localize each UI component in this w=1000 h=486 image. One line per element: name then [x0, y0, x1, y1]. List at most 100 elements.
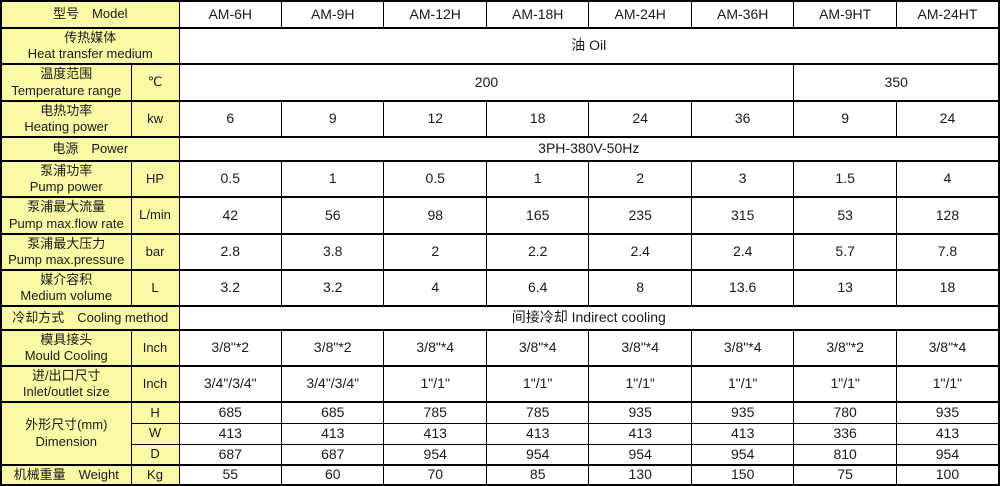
label-zh: 媒介容积: [40, 271, 93, 287]
value-cell: 53: [793, 196, 897, 235]
value-cell: 70: [383, 464, 487, 486]
value-cell: 128: [895, 196, 1000, 235]
value-cell: 3/4"/3/4": [178, 365, 283, 403]
unit-w: W: [130, 422, 180, 445]
label-en: Temperature range: [11, 82, 122, 98]
model-header-am-18h: AM-18H: [485, 0, 590, 29]
value-cell: 3/8"*4: [588, 329, 692, 367]
label-en: Medium volume: [20, 288, 113, 303]
value-cell: 3/8"*4: [895, 329, 1000, 367]
value-cell: 13: [793, 269, 897, 307]
value-cell: 3.2: [178, 269, 283, 307]
row-label-cooling-method: 冷却方式 Cooling method: [0, 305, 180, 331]
row-heat-medium: 传热媒体 Heat transfer medium 油 Oil: [0, 27, 1000, 65]
value-cell: 9: [793, 100, 897, 138]
value-cell: 685: [178, 401, 283, 424]
label-en: Dimension: [35, 433, 97, 449]
value-cell: 785: [485, 401, 590, 424]
row-label-temp-range: 温度范围 Temperature range: [0, 63, 132, 102]
value-cell: 6.4: [485, 269, 590, 307]
value-cell: 75: [793, 464, 897, 486]
row-inlet-outlet: 进/出口尺寸 Inlet/outlet size Inch 3/4"/3/4" …: [0, 365, 1000, 403]
label-en: Heat transfer medium: [27, 46, 153, 61]
row-label-heat-medium: 传热媒体 Heat transfer medium: [0, 27, 180, 65]
value-cell: 1"/1": [485, 365, 590, 403]
value-cell: 12: [383, 100, 487, 138]
value-cell: 4: [895, 160, 1000, 198]
row-label-pump-max-pressure: 泵浦最大压力 Pump max.pressure: [0, 233, 132, 271]
row-heating-power: 电热功率 Heating power kw 6 9 12 18 24 36 9 …: [0, 100, 1000, 138]
label-zh: 泵浦功率: [40, 162, 93, 178]
value-cell: 3/8"*2: [793, 329, 897, 367]
label-zh: 电热功率: [40, 102, 93, 118]
value-cell: 687: [280, 443, 385, 466]
unit-l-min: L/min: [130, 196, 180, 235]
value-cell: 1: [485, 160, 590, 198]
unit-h: H: [130, 401, 180, 424]
value-cell: 6: [178, 100, 283, 138]
value-cell: 1"/1": [793, 365, 897, 403]
value-cell: 18: [895, 269, 1000, 307]
value-cell: 413: [485, 422, 590, 445]
value-cell: 3/8"*2: [280, 329, 385, 367]
value-cell: 413: [690, 422, 795, 445]
value-cell: 3/4"/3/4": [280, 365, 385, 403]
row-temp-range: 温度范围 Temperature range ℃ 200 350: [0, 63, 1000, 102]
value-cell: 2.4: [690, 233, 795, 271]
model-header-am-24ht: AM-24HT: [895, 0, 1000, 29]
row-label-medium-volume: 媒介容积 Medium volume: [0, 269, 132, 307]
value-cell: 954: [485, 443, 590, 466]
unit-d: D: [130, 443, 180, 466]
label-zh: 模具接头: [40, 331, 93, 347]
row-label-power-supply: 电源 Power: [0, 136, 180, 162]
value-power-supply: 3PH-380V-50Hz: [178, 136, 1000, 162]
value-cell: 687: [178, 443, 283, 466]
label-en: Inlet/outlet size: [22, 384, 110, 399]
value-cell: 3/8"*2: [178, 329, 283, 367]
label-zh: 传热媒体: [64, 29, 117, 45]
value-cell: 413: [178, 422, 283, 445]
label-zh: 外形尺寸(mm): [25, 417, 108, 433]
value-cell: 1"/1": [690, 365, 795, 403]
value-cell: 3.2: [280, 269, 385, 307]
value-cell: 56: [280, 196, 385, 235]
value-cell: 98: [383, 196, 487, 235]
value-cell: 4: [383, 269, 487, 307]
value-cell: 336: [793, 422, 897, 445]
value-cell: 1"/1": [383, 365, 487, 403]
label-en: Pump power: [29, 179, 103, 194]
model-header-am-9h: AM-9H: [280, 0, 385, 29]
value-temp-high: 350: [793, 63, 1000, 102]
value-cell: 3/8"*4: [690, 329, 795, 367]
value-cell: 685: [280, 401, 385, 424]
unit-inch: Inch: [130, 365, 180, 403]
label-en: Pump max.flow rate: [8, 215, 124, 231]
unit-bar: bar: [130, 233, 180, 271]
value-cell: 7.8: [895, 233, 1000, 271]
value-cell: 24: [588, 100, 692, 138]
value-cell: 954: [690, 443, 795, 466]
value-cell: 935: [895, 401, 1000, 424]
value-cell: 13.6: [690, 269, 795, 307]
value-cell: 100: [895, 464, 1000, 486]
row-label-mould-cooling: 模具接头 Mould Cooling: [0, 329, 132, 367]
value-cell: 413: [588, 422, 692, 445]
value-cell: 1: [280, 160, 385, 198]
model-header-am-24h: AM-24H: [588, 0, 692, 29]
value-cell: 935: [588, 401, 692, 424]
row-label-dimension: 外形尺寸(mm) Dimension: [0, 401, 132, 466]
value-cell: 5.7: [793, 233, 897, 271]
value-cell: 150: [690, 464, 795, 486]
value-cell: 1.5: [793, 160, 897, 198]
value-cell: 60: [280, 464, 385, 486]
value-cell: 2: [588, 160, 692, 198]
row-medium-volume: 媒介容积 Medium volume L 3.2 3.2 4 6.4 8 13.…: [0, 269, 1000, 307]
label-en: Heating power: [24, 119, 109, 134]
value-temp-standard: 200: [178, 63, 795, 102]
value-cell: 315: [690, 196, 795, 235]
row-pump-max-pressure: 泵浦最大压力 Pump max.pressure bar 2.8 3.8 2 2…: [0, 233, 1000, 271]
value-cell: 235: [588, 196, 692, 235]
row-label-inlet-outlet: 进/出口尺寸 Inlet/outlet size: [0, 365, 132, 403]
